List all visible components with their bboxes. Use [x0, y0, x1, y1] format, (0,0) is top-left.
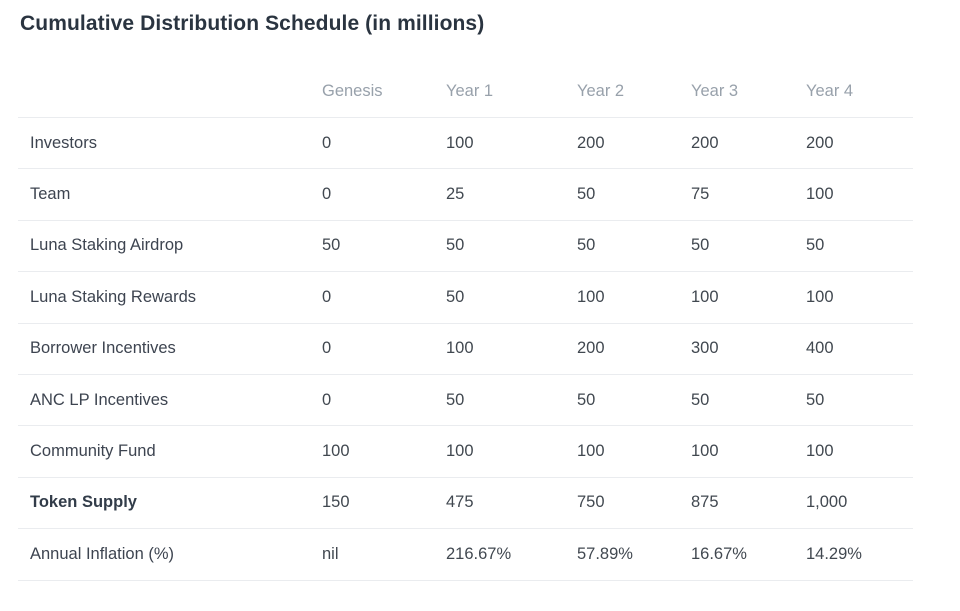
table-cell: 100: [806, 271, 913, 324]
table-cell: 50: [806, 220, 913, 273]
table-cell: 100: [577, 425, 691, 478]
column-header-year4: Year 4: [806, 65, 913, 118]
table-row-luna-staking-airdrop: Luna Staking Airdrop 50 50 50 50 50: [18, 220, 913, 273]
column-header-year1: Year 1: [446, 65, 577, 118]
table-cell: 1,000: [806, 477, 913, 530]
table-cell: 200: [691, 117, 806, 170]
row-label: Luna Staking Airdrop: [18, 220, 322, 273]
table-row-anc-lp-incentives: ANC LP Incentives 0 50 50 50 50: [18, 374, 913, 427]
column-header-year3: Year 3: [691, 65, 806, 118]
table-cell: 0: [322, 271, 446, 324]
table-row-annual-inflation: Annual Inflation (%) nil 216.67% 57.89% …: [18, 528, 913, 581]
table-cell: 100: [806, 425, 913, 478]
table-cell: 50: [322, 220, 446, 273]
table-cell: 14.29%: [806, 528, 913, 581]
table-row-team: Team 0 25 50 75 100: [18, 168, 913, 221]
table-cell: 50: [577, 220, 691, 273]
table-cell: 475: [446, 477, 577, 530]
distribution-table: Genesis Year 1 Year 2 Year 3 Year 4 Inve…: [18, 65, 913, 581]
row-label: Investors: [18, 117, 322, 170]
table-cell: 0: [322, 323, 446, 375]
row-label: Borrower Incentives: [18, 323, 322, 375]
table-cell: 100: [691, 425, 806, 478]
table-cell: 100: [446, 117, 577, 170]
table-cell: 200: [577, 323, 691, 375]
table-row-borrower-incentives: Borrower Incentives 0 100 200 300 400: [18, 323, 913, 375]
table-cell: 100: [691, 271, 806, 324]
table-cell: 50: [446, 220, 577, 273]
table-cell: 875: [691, 477, 806, 530]
table-cell: 50: [691, 220, 806, 273]
column-header-genesis: Genesis: [322, 65, 446, 118]
row-label: Community Fund: [18, 425, 322, 478]
table-cell: 0: [322, 374, 446, 427]
table-cell: 216.67%: [446, 528, 577, 581]
table-row-token-supply: Token Supply 150 475 750 875 1,000: [18, 477, 913, 530]
table-cell: nil: [322, 528, 446, 581]
table-cell: 200: [806, 117, 913, 170]
table-cell: 300: [691, 323, 806, 375]
table-cell: 50: [691, 374, 806, 427]
table-row-luna-staking-rewards: Luna Staking Rewards 0 50 100 100 100: [18, 271, 913, 324]
column-header-year2: Year 2: [577, 65, 691, 118]
table-cell: 50: [806, 374, 913, 427]
table-row-investors: Investors 0 100 200 200 200: [18, 117, 913, 170]
table-cell: 150: [322, 477, 446, 530]
table-cell: 750: [577, 477, 691, 530]
table-cell: 50: [446, 374, 577, 427]
row-label: Luna Staking Rewards: [18, 271, 322, 324]
table-cell: 0: [322, 168, 446, 221]
header-row: Genesis Year 1 Year 2 Year 3 Year 4: [18, 65, 913, 118]
table-cell: 200: [577, 117, 691, 170]
table-cell: 100: [806, 168, 913, 221]
table-cell: 16.67%: [691, 528, 806, 581]
table-cell: 100: [446, 425, 577, 478]
row-label: ANC LP Incentives: [18, 374, 322, 427]
table-row-community-fund: Community Fund 100 100 100 100 100: [18, 425, 913, 478]
table-cell: 0: [322, 117, 446, 170]
row-label: Token Supply: [18, 477, 322, 530]
table-cell: 50: [446, 271, 577, 324]
row-label: Annual Inflation (%): [18, 528, 322, 581]
table-cell: 100: [322, 425, 446, 478]
table-cell: 50: [577, 374, 691, 427]
page-title: Cumulative Distribution Schedule (in mil…: [20, 12, 485, 35]
table-cell: 100: [446, 323, 577, 375]
table-cell: 57.89%: [577, 528, 691, 581]
table-cell: 75: [691, 168, 806, 221]
table-cell: 25: [446, 168, 577, 221]
column-header-blank: [18, 65, 322, 118]
table-cell: 400: [806, 323, 913, 375]
distribution-table-container: Genesis Year 1 Year 2 Year 3 Year 4 Inve…: [18, 65, 913, 581]
table-cell: 50: [577, 168, 691, 221]
table-cell: 100: [577, 271, 691, 324]
row-label: Team: [18, 168, 322, 221]
